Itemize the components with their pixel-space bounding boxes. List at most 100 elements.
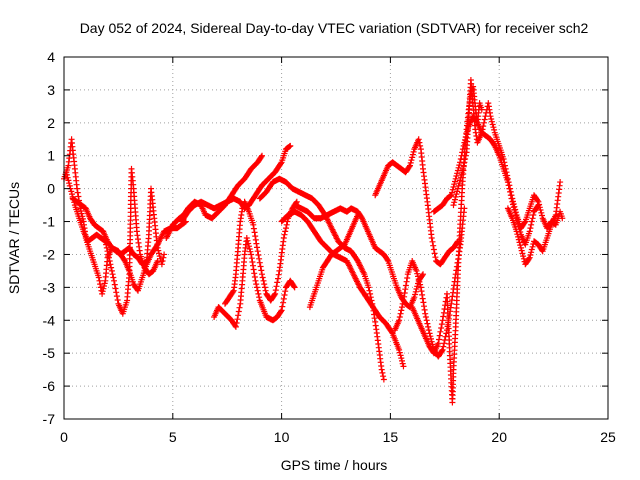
data-point-marker (414, 270, 421, 277)
data-point-marker (526, 228, 533, 235)
data-point-marker (423, 317, 430, 324)
y-axis-label: SDTVAR / TECUs (6, 182, 22, 294)
data-point-marker (412, 288, 419, 295)
series-line (65, 168, 159, 315)
data-point-marker (256, 259, 263, 266)
data-point-marker (259, 274, 266, 281)
data-point-marker (64, 174, 71, 181)
data-point-marker (400, 363, 407, 370)
data-point-marker (97, 281, 104, 288)
data-point-marker (106, 258, 113, 264)
data-point-marker (461, 159, 468, 166)
data-point-marker (258, 153, 265, 160)
y-tick-label: 2 (47, 115, 55, 131)
data-point-marker (419, 272, 426, 279)
data-point-marker (413, 267, 420, 274)
data-point-marker (284, 218, 291, 225)
data-point-marker (262, 287, 269, 294)
data-point-marker (413, 286, 420, 292)
data-point-marker (454, 170, 461, 177)
series-trace-h (256, 175, 387, 383)
data-point-marker (487, 113, 494, 120)
data-point-marker (424, 320, 431, 327)
y-tick-label: -3 (43, 279, 56, 295)
data-point-marker (275, 271, 282, 278)
data-point-marker (396, 346, 403, 353)
data-point-marker (536, 204, 543, 211)
data-point-marker (415, 276, 422, 283)
data-point-marker (454, 188, 461, 195)
data-point-marker (278, 307, 285, 314)
data-point-marker (526, 254, 533, 261)
series-trace-g (222, 198, 300, 307)
data-point-marker (430, 246, 437, 253)
chart-title: Day 052 of 2024, Sidereal Day-to-day VTE… (80, 20, 589, 36)
data-point-marker (384, 256, 391, 263)
data-point-marker (114, 297, 121, 303)
data-point-marker (528, 218, 535, 225)
data-point-marker (397, 352, 404, 359)
data-point-marker (504, 172, 511, 179)
y-tick-label: -7 (43, 411, 56, 427)
data-point-marker (505, 179, 512, 186)
data-point-marker (398, 355, 405, 362)
data-point-marker (380, 376, 387, 383)
y-tick-label: -1 (43, 214, 56, 230)
data-point-marker (462, 156, 469, 162)
series-trace-p (450, 77, 566, 232)
data-point-marker (271, 292, 278, 298)
y-tick-label: 1 (47, 148, 55, 164)
data-point-marker (106, 254, 112, 261)
x-tick-label: 0 (60, 429, 68, 445)
data-point-marker (396, 314, 403, 320)
data-point-marker (415, 273, 421, 280)
data-point-marker (448, 192, 455, 199)
data-point-marker (557, 179, 564, 186)
data-point-marker (451, 199, 458, 206)
data-point-marker (481, 119, 487, 126)
data-point-marker (440, 343, 447, 350)
y-tick-label: -2 (43, 246, 56, 262)
data-point-marker (450, 184, 457, 190)
y-tick-label: 4 (47, 49, 55, 65)
y-tick-label: -5 (43, 345, 56, 361)
series-trace-n (409, 83, 485, 406)
data-point-marker (281, 231, 288, 238)
data-point-marker (438, 321, 445, 328)
data-point-marker (230, 288, 236, 295)
data-point-marker (233, 320, 240, 326)
data-point-marker (398, 307, 405, 314)
data-point-marker (396, 317, 403, 324)
data-point-marker (65, 177, 72, 184)
data-point-marker (232, 323, 239, 330)
data-point-marker (256, 255, 263, 262)
data-point-marker (454, 167, 461, 174)
data-point-marker (415, 136, 422, 143)
data-point-marker (155, 247, 162, 254)
data-point-marker (426, 330, 433, 337)
data-point-marker (491, 126, 498, 133)
data-point-marker (246, 246, 253, 252)
data-point-marker (260, 277, 267, 284)
series-trace-l (372, 136, 461, 268)
data-point-marker (399, 304, 405, 311)
data-point-marker (501, 159, 508, 166)
data-point-marker (113, 293, 120, 300)
data-point-marker (103, 244, 110, 251)
data-point-marker (519, 250, 526, 257)
data-point-marker (366, 287, 373, 294)
data-point-marker (290, 283, 297, 290)
data-point-marker (503, 169, 510, 176)
data-point-marker (458, 171, 465, 178)
data-point-marker (69, 191, 75, 198)
data-point-marker (417, 142, 424, 149)
data-point-marker (407, 162, 413, 169)
data-point-marker (410, 148, 417, 155)
series-trace-e (178, 142, 294, 225)
x-tick-label: 10 (274, 429, 290, 445)
data-point-marker (507, 188, 514, 195)
data-point-marker (282, 228, 289, 235)
data-point-marker (160, 254, 167, 261)
data-point-marker (399, 300, 406, 307)
tick-layer: 0 5 10 15 20 25 -7 -6 -5 -4 -3 -2 -1 0 1 2 3 4 (43, 49, 616, 445)
